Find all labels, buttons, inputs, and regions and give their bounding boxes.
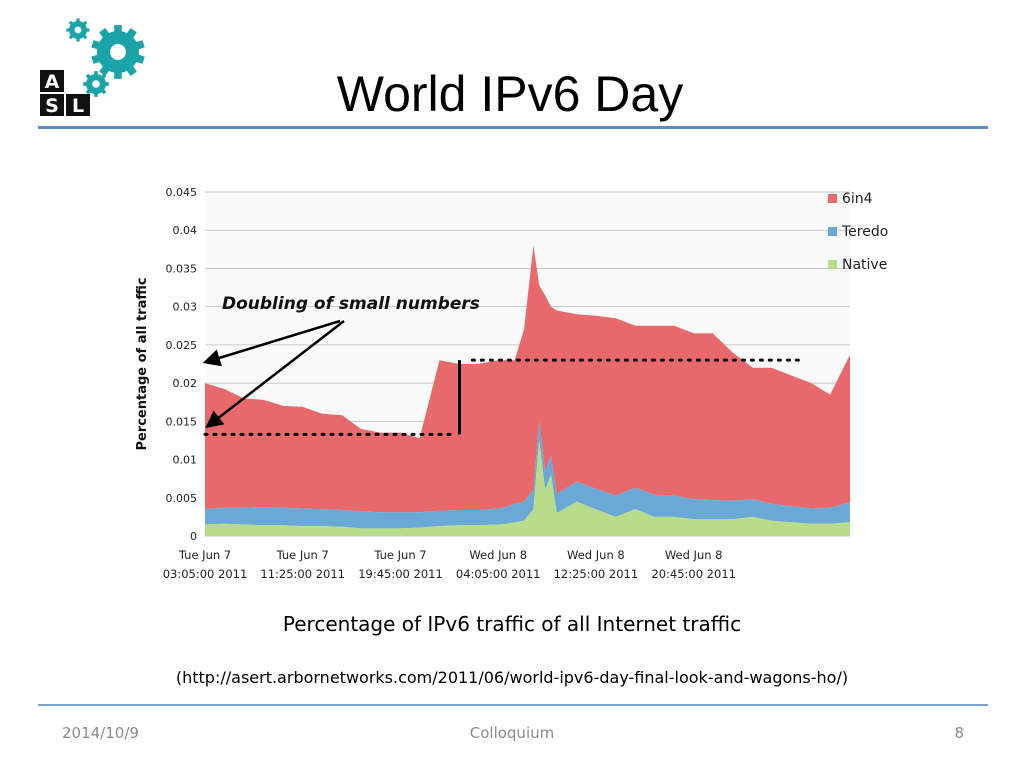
footer-center-text: Colloquium	[469, 724, 555, 742]
annotation-arrow	[205, 320, 345, 429]
small-gear-icon	[66, 18, 90, 42]
logo-letter-box	[40, 70, 64, 92]
x-tick-label: Wed Jun 8	[567, 548, 625, 562]
logo-letter: L	[72, 95, 84, 117]
area-teredo	[205, 421, 850, 529]
y-tick-label: 0.025	[166, 339, 198, 352]
slide-title: World IPv6 Day	[336, 66, 684, 122]
x-tick-label: Wed Jun 8	[469, 548, 527, 562]
large-gear-icon	[91, 25, 145, 79]
legend-label: 6in4	[842, 191, 873, 207]
y-tick-label: 0.005	[166, 492, 198, 505]
x-tick-label: 12:25:00 2011	[554, 567, 639, 581]
x-tick-label: 19:45:00 2011	[358, 567, 443, 581]
y-axis-label: Percentage of all traffic	[135, 277, 150, 450]
legend-swatch	[828, 260, 837, 269]
page-number: 8	[954, 724, 964, 742]
x-tick-label: Tue Jun 7	[276, 548, 329, 562]
x-tick-label: Wed Jun 8	[665, 548, 723, 562]
y-tick-label: 0	[190, 530, 197, 543]
y-tick-label: 0.01	[173, 454, 198, 467]
y-tick-label: 0.02	[173, 377, 198, 390]
ipv6-traffic-chart: 0 0.005 0.01 0.015 0.02 0.025 0.03 0.035 0.04 0.0…	[128, 176, 908, 586]
area-6in4	[205, 245, 850, 513]
logo-letter-box	[40, 94, 64, 116]
annotation-arrow	[202, 319, 341, 367]
legend-label: Teredo	[841, 224, 888, 240]
y-tick-label: 0.035	[166, 262, 198, 275]
legend-swatch	[828, 194, 837, 203]
footer-divider	[38, 704, 988, 706]
x-tick-label: Tue Jun 7	[373, 548, 426, 562]
legend-label: Native	[842, 257, 887, 273]
annotation-label: Doubling of small numbers	[222, 294, 480, 314]
y-tick-label: 0.03	[173, 301, 198, 314]
logo-letter: A	[45, 71, 60, 93]
y-tick-label: 0.015	[166, 415, 198, 428]
y-tick-label: 0.045	[166, 186, 198, 199]
logo-letter: S	[45, 95, 59, 117]
chart-caption: Percentage of IPv6 traffic of all Intern…	[282, 612, 742, 636]
footer-date: 2014/10/9	[62, 724, 139, 742]
logo-letter-box	[66, 94, 90, 116]
medium-gear-icon	[83, 71, 109, 97]
source-link[interactable]: (http://asert.arbornetworks.com/2011/06/…	[175, 668, 849, 687]
title-divider	[38, 126, 988, 129]
x-tick-label: 04:05:00 2011	[456, 567, 541, 581]
gears-icon	[66, 18, 145, 97]
x-tick-label: 03:05:00 2011	[163, 567, 248, 581]
x-tick-label: Tue Jun 7	[178, 548, 231, 562]
legend-swatch	[828, 227, 837, 236]
x-tick-label: 20:45:00 2011	[651, 567, 736, 581]
y-tick-label: 0.04	[173, 224, 198, 237]
area-native	[205, 440, 850, 536]
x-tick-label: 11:25:00 2011	[260, 567, 345, 581]
logo-letters: AS L	[40, 70, 90, 117]
